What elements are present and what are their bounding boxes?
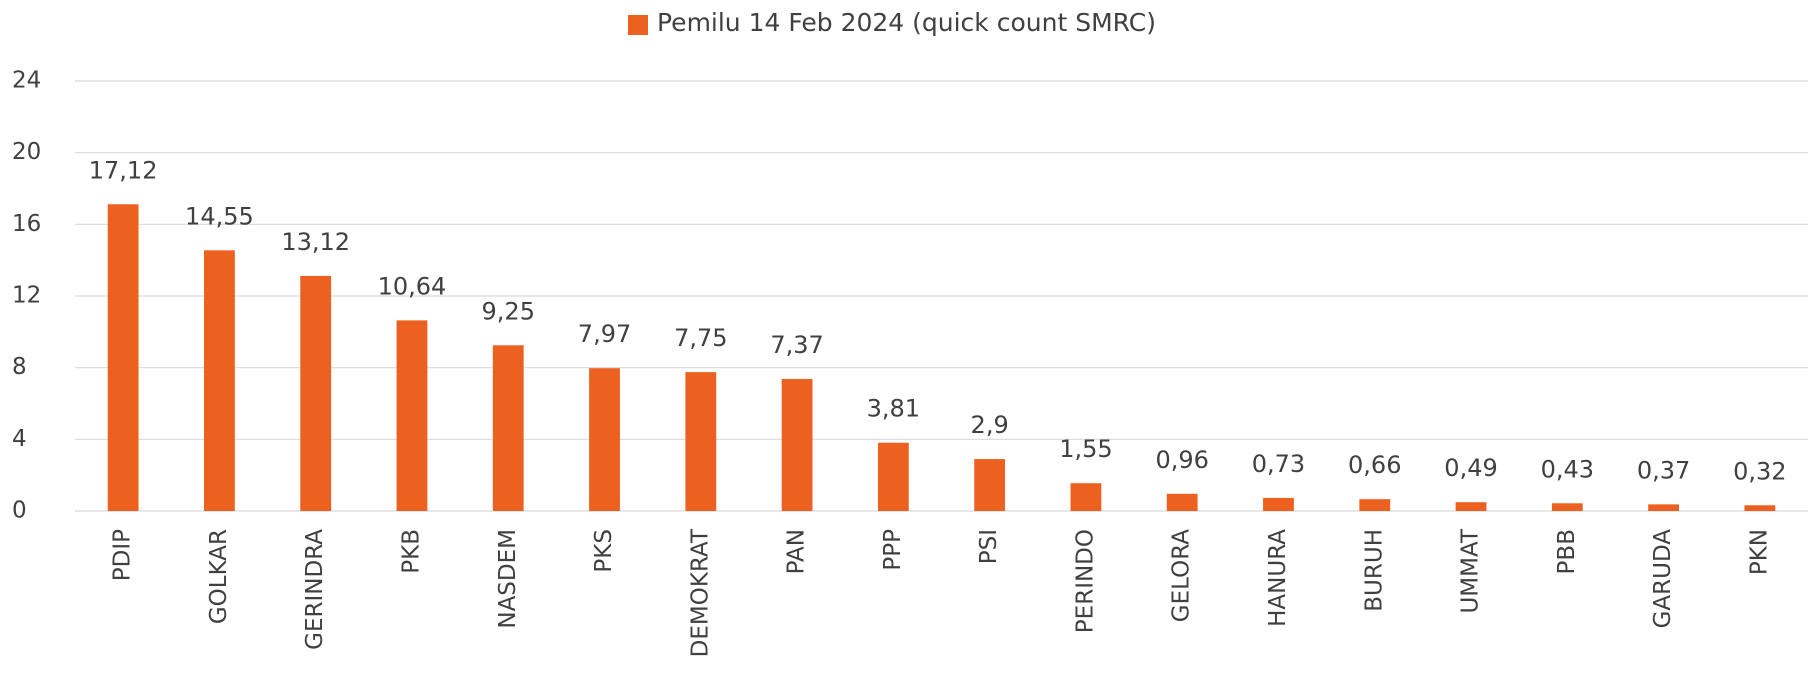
data-label: 2,9	[971, 411, 1009, 439]
bar	[1070, 483, 1102, 511]
data-label: 0,43	[1541, 455, 1594, 483]
data-label: 0,49	[1444, 454, 1497, 482]
bar	[589, 368, 620, 511]
data-label: 7,97	[578, 320, 631, 348]
data-label: 0,66	[1348, 451, 1401, 479]
bar	[1455, 502, 1487, 511]
y-tick-label: 12	[12, 283, 41, 309]
bar	[877, 442, 909, 511]
x-tick-label: PERINDO	[1072, 529, 1098, 633]
bar	[1359, 499, 1391, 511]
data-label: 7,37	[770, 331, 823, 359]
bar	[781, 378, 813, 511]
x-tick-label: GOLKAR	[206, 529, 232, 624]
bar	[300, 275, 332, 511]
bar	[396, 320, 428, 511]
data-label: 13,12	[281, 228, 350, 256]
data-label: 0,96	[1155, 446, 1208, 474]
data-label: 0,32	[1733, 457, 1786, 485]
y-tick-label: 20	[12, 139, 41, 165]
bar	[1166, 493, 1198, 511]
x-tick-label: GERINDRA	[302, 529, 328, 650]
bar	[1744, 505, 1776, 511]
data-label: 17,12	[89, 156, 158, 184]
y-tick-label: 8	[12, 354, 27, 380]
bar	[1551, 503, 1583, 511]
x-tick-label: DEMOKRAT	[687, 528, 713, 657]
y-tick-label: 4	[12, 426, 27, 452]
y-tick-label: 0	[12, 498, 27, 524]
data-label: 9,25	[482, 297, 535, 325]
data-label: 0,37	[1637, 456, 1690, 484]
x-tick-label: GELORA	[1169, 529, 1195, 623]
x-tick-label: HANURA	[1265, 529, 1291, 627]
bar	[107, 204, 139, 511]
y-tick-label: 16	[12, 211, 41, 237]
x-tick-label: PKN	[1746, 529, 1772, 575]
x-tick-label: PPP	[880, 529, 906, 571]
y-tick-label: 24	[12, 68, 41, 94]
x-tick-label: PBB	[1554, 529, 1580, 574]
x-tick-label: UMMAT	[1458, 528, 1484, 613]
x-tick-label: NASDEM	[495, 529, 521, 629]
data-label: 1,55	[1059, 435, 1112, 463]
x-tick-label: PAN	[784, 529, 810, 574]
data-label: 10,64	[378, 272, 447, 300]
bar	[685, 372, 717, 511]
data-label: 14,55	[185, 202, 254, 230]
data-label: 0,73	[1252, 450, 1305, 478]
bar	[1263, 497, 1294, 511]
bar	[974, 459, 1006, 511]
legend-label: Pemilu 14 Feb 2024 (quick count SMRC)	[657, 8, 1156, 37]
data-label: 3,81	[867, 395, 920, 423]
bar	[1648, 504, 1679, 511]
x-tick-label: PDIP	[110, 529, 136, 581]
legend-swatch	[628, 15, 648, 35]
x-tick-label: PKB	[398, 529, 424, 574]
x-tick-label: GARUDA	[1650, 529, 1676, 629]
bar	[204, 250, 235, 511]
data-label: 7,75	[674, 324, 727, 352]
x-tick-label: PSI	[976, 529, 1002, 564]
x-tick-label: PKS	[591, 529, 617, 573]
x-tick-label: BURUH	[1361, 529, 1387, 612]
bar	[492, 345, 524, 511]
